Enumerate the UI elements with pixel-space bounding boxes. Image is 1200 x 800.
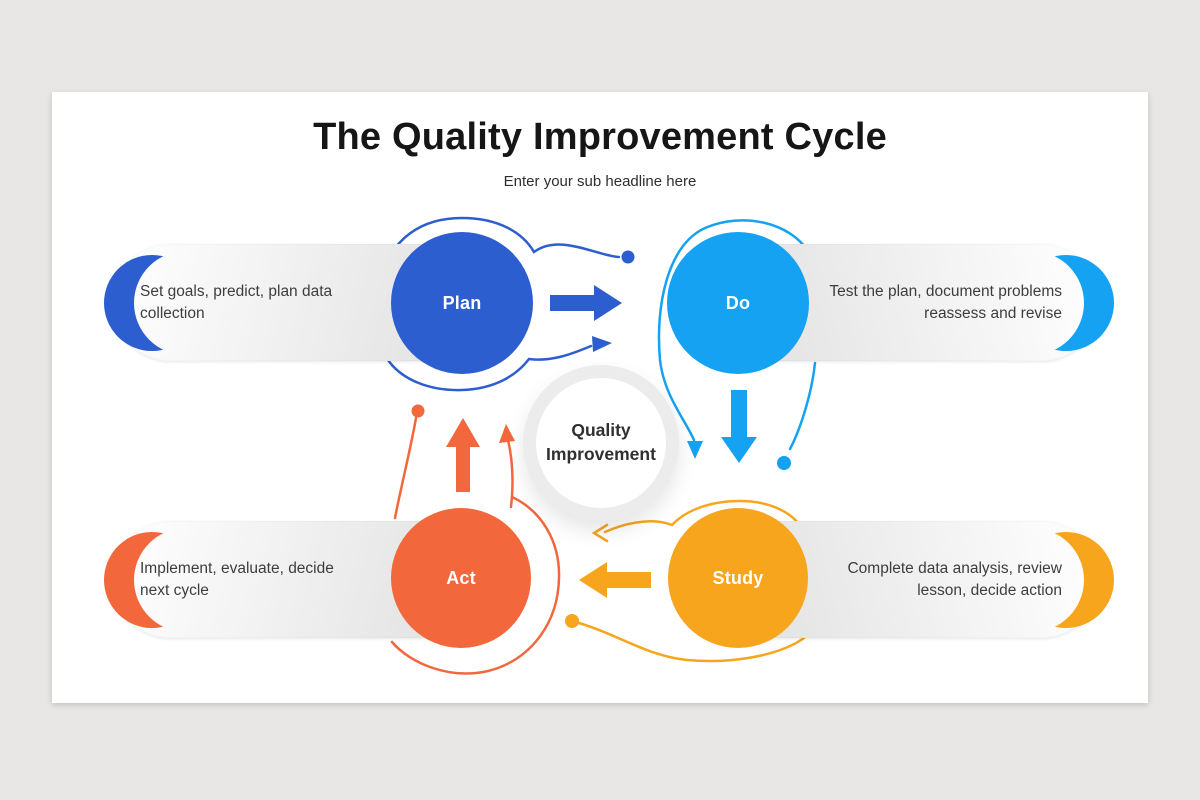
study-circle: Study (668, 508, 808, 648)
center-circle: Quality Improvement (523, 365, 679, 521)
slide-subtitle: Enter your sub headline here (503, 173, 697, 190)
do-label: Do (725, 292, 751, 313)
act-description: Implement, evaluate, decide next cycle (140, 559, 334, 599)
plan-circle: Plan (391, 232, 533, 374)
center-label-line2: Improvement (546, 444, 656, 464)
do-circle: Do (667, 232, 809, 374)
center-label-line1: Quality (571, 420, 631, 441)
plan-label: Plan (442, 292, 482, 313)
study-label: Study (712, 567, 764, 588)
act-circle: Act (391, 508, 531, 648)
do-description: Test the plan, document problems reasses… (829, 282, 1062, 322)
slide-title: The Quality Improvement Cycle (313, 116, 887, 158)
plan-description: Set goals, predict, plan data collection (140, 282, 333, 322)
act-label: Act (446, 567, 476, 588)
center-circle-inner: Quality Improvement (536, 378, 666, 508)
study-description: Complete data analysis, review lesson, d… (847, 559, 1062, 599)
